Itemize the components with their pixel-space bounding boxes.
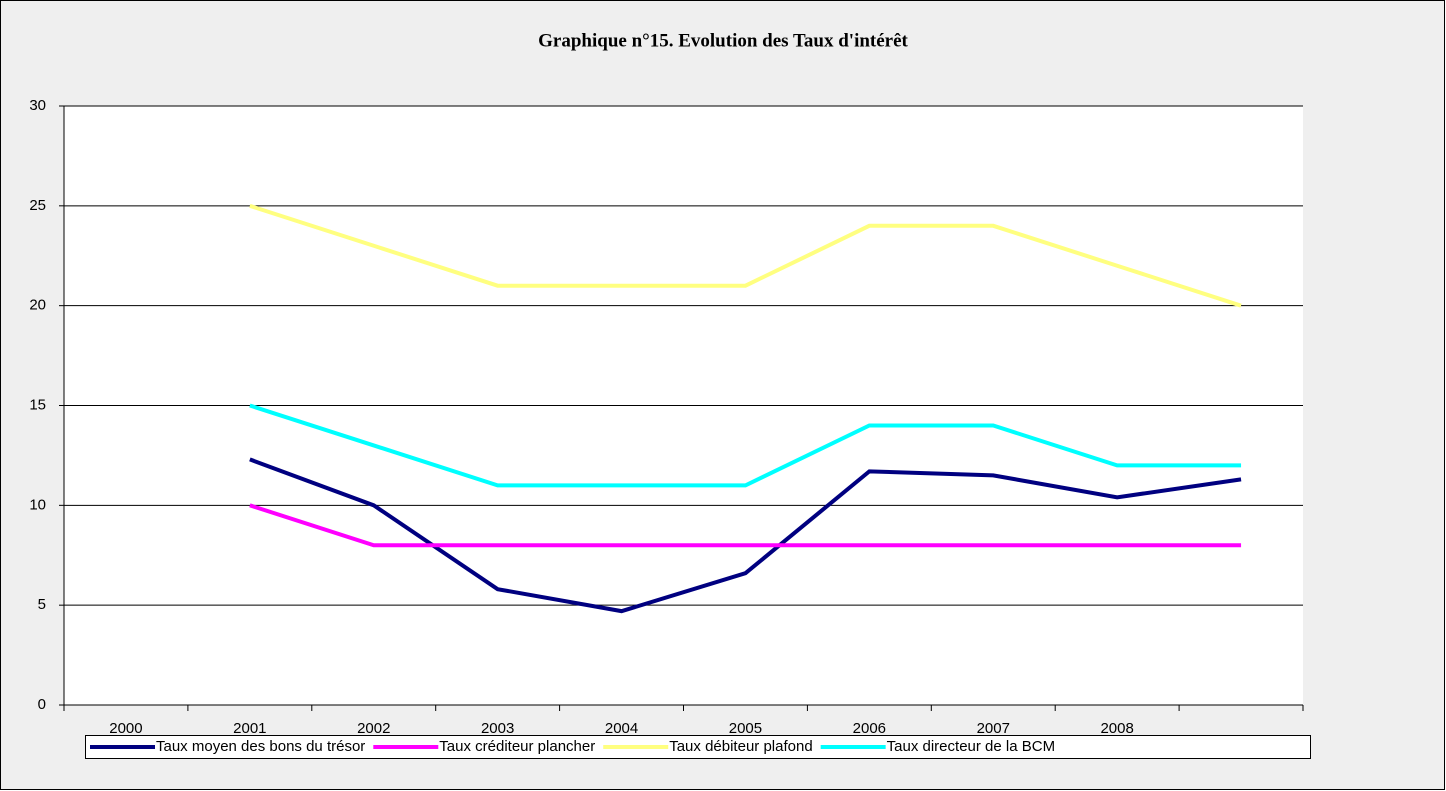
series-line	[249, 403, 1242, 488]
y-tick-label: 30	[29, 97, 46, 114]
y-tick-label: 15	[29, 396, 46, 413]
y-tick-label: 20	[29, 297, 46, 314]
x-tick-label: 2007	[977, 720, 1010, 737]
x-tick-label: 2004	[605, 720, 638, 737]
legend-label: Taux débiteur plafond	[669, 738, 812, 755]
series-line	[249, 457, 1242, 614]
y-tick-label: 5	[38, 596, 46, 613]
y-tick-label: 10	[29, 496, 46, 513]
legend-label: Taux moyen des bons du trésor	[156, 738, 365, 755]
chart-title: Graphique n°15. Evolution des Taux d'int…	[538, 30, 908, 51]
legend-label: Taux créditeur plancher	[439, 738, 595, 755]
x-tick-label: 2005	[729, 720, 762, 737]
legend-label: Taux directeur de la BCM	[887, 738, 1055, 755]
x-tick-label: 2001	[233, 720, 266, 737]
legend	[85, 735, 1311, 759]
x-tick-label: 2008	[1100, 720, 1133, 737]
x-tick-label: 2003	[481, 720, 514, 737]
series-line	[249, 203, 1242, 308]
series-line	[249, 503, 1242, 548]
y-tick-label: 0	[38, 696, 46, 713]
x-tick-label: 2000	[109, 720, 142, 737]
y-tick-label: 25	[29, 197, 46, 214]
x-tick-label: 2002	[357, 720, 390, 737]
x-tick-label: 2006	[853, 720, 886, 737]
